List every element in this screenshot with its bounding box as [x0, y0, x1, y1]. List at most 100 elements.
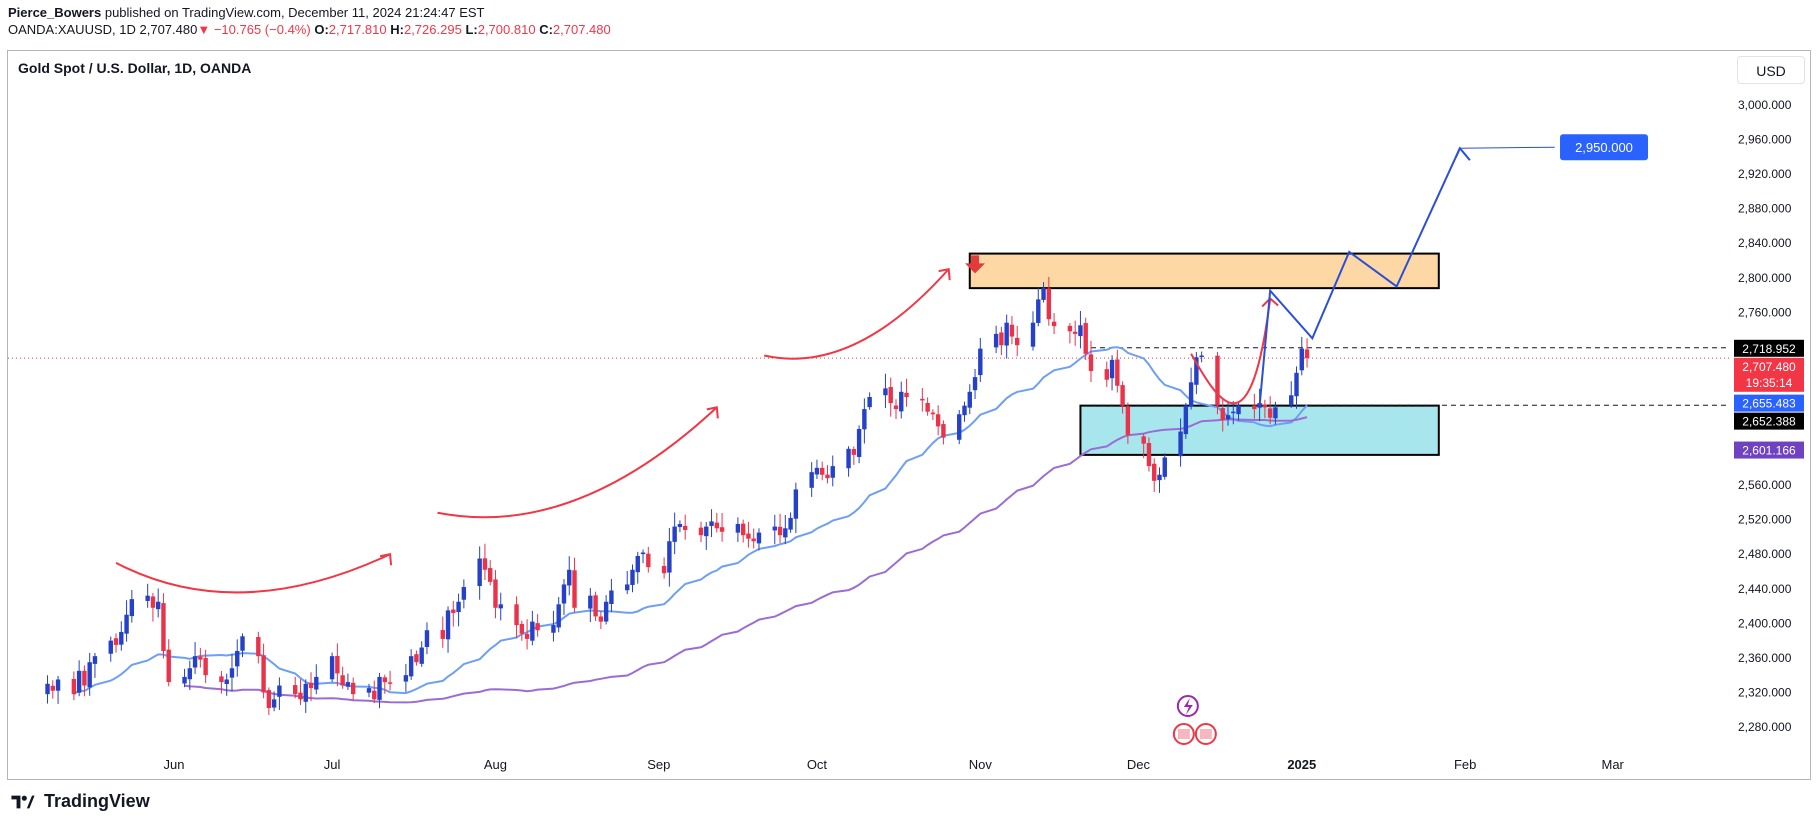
- candle-body: [957, 414, 962, 440]
- candle-body: [1199, 355, 1204, 358]
- x-tick-label: Dec: [1127, 757, 1151, 772]
- candle-body: [266, 690, 272, 708]
- candle-body: [598, 616, 604, 622]
- candle-body: [87, 662, 92, 688]
- x-tick-label: Oct: [807, 757, 828, 772]
- open-value: 2,717.810: [328, 22, 387, 37]
- momentum-arrowhead: [706, 406, 719, 419]
- y-tick-label: 2,960.000: [1738, 133, 1792, 147]
- candle-body: [387, 682, 393, 684]
- candle-body: [1188, 382, 1194, 407]
- candle-body: [1299, 348, 1304, 371]
- countdown-text: 19:35:14: [1746, 376, 1793, 390]
- tradingview-logo-icon: [11, 795, 35, 808]
- candle-body: [825, 474, 830, 479]
- candle-body: [514, 604, 519, 626]
- y-tick-label: 2,280.000: [1738, 720, 1792, 734]
- candle-body: [456, 601, 461, 613]
- high-label: H:: [390, 22, 404, 37]
- candle-body: [856, 428, 862, 457]
- candle-body: [719, 527, 725, 532]
- momentum-arc: [437, 406, 718, 519]
- candle-body: [567, 569, 572, 586]
- y-tick-label: 2,880.000: [1738, 202, 1792, 216]
- candle-body: [1152, 463, 1157, 481]
- momentum-arc: [764, 268, 950, 360]
- candle-body: [677, 523, 683, 528]
- currency-button[interactable]: USD: [1737, 56, 1805, 84]
- candle-body: [298, 692, 303, 700]
- candle-body: [925, 402, 930, 412]
- y-tick-label: 2,560.000: [1738, 478, 1792, 492]
- candle-body: [519, 623, 525, 634]
- x-tick-label: Sep: [647, 757, 670, 772]
- candle-body: [55, 679, 61, 691]
- price-label-box: [1734, 412, 1804, 430]
- candle-body: [830, 466, 835, 478]
- candle-body: [814, 467, 820, 475]
- close-label: C:: [539, 22, 553, 37]
- candle-body: [1067, 325, 1073, 332]
- candle-body: [477, 558, 482, 586]
- candle-body: [1004, 322, 1009, 346]
- candle-body: [572, 570, 577, 608]
- y-tick-label: 2,480.000: [1738, 547, 1792, 561]
- candle-body: [846, 448, 851, 469]
- candle-body: [530, 621, 535, 641]
- candle-body: [229, 668, 235, 678]
- candle-body: [1115, 359, 1120, 386]
- candle-body: [1146, 443, 1152, 467]
- candle-body: [45, 683, 50, 695]
- candle-body: [1231, 411, 1236, 414]
- candle-body: [155, 601, 161, 610]
- price-change: −10.765 (−0.4%): [213, 22, 311, 37]
- candle-body: [1157, 474, 1162, 481]
- candle-body: [145, 595, 150, 601]
- candle-body: [603, 601, 609, 622]
- candle-body: [445, 610, 451, 640]
- candle-body: [419, 647, 424, 664]
- us-flag-glyph: [1199, 729, 1212, 739]
- candle-body: [698, 527, 704, 536]
- author-name[interactable]: Pierce_Bowers: [8, 5, 102, 20]
- tradingview-brand[interactable]: TradingView: [8, 791, 150, 812]
- candle-body: [551, 625, 556, 633]
- candle-body: [993, 333, 999, 348]
- candle-body: [203, 657, 208, 676]
- y-tick-label: 2,760.000: [1738, 305, 1792, 319]
- candle-body: [150, 596, 156, 608]
- candle-body: [967, 391, 972, 408]
- candle-body: [50, 685, 55, 691]
- x-tick-label: Jun: [164, 757, 185, 772]
- candle-body: [161, 603, 166, 651]
- candle-body: [735, 523, 741, 533]
- y-tick-label: 2,320.000: [1738, 685, 1792, 699]
- candle-body: [788, 517, 793, 530]
- candle-body: [556, 604, 561, 628]
- price-label-text: 2,718.952: [1742, 342, 1796, 356]
- candle-body: [941, 424, 946, 438]
- low-label: L:: [465, 22, 478, 37]
- candle-body: [1109, 359, 1115, 379]
- candle-body: [772, 526, 777, 531]
- candle-body: [1120, 385, 1125, 406]
- candle-body: [424, 630, 430, 648]
- candle-body: [1162, 457, 1167, 477]
- price-label-text: 2,655.483: [1742, 397, 1796, 411]
- candle-body: [1125, 406, 1131, 436]
- us-flag-glyph: [1177, 729, 1190, 739]
- candle-body: [893, 405, 899, 410]
- candle-body: [751, 538, 756, 542]
- candle-body: [271, 699, 277, 708]
- candle-body: [1046, 288, 1052, 320]
- lightning-glyph: [1183, 698, 1193, 715]
- candle-body: [1078, 325, 1083, 337]
- y-tick-label: 3,000.000: [1738, 98, 1792, 112]
- target-label-box: [1560, 134, 1649, 161]
- dip-arc: [1190, 298, 1272, 405]
- candle-body: [609, 590, 614, 605]
- candle-body: [1236, 405, 1241, 415]
- candle-body: [240, 636, 245, 651]
- candle-body: [920, 398, 925, 401]
